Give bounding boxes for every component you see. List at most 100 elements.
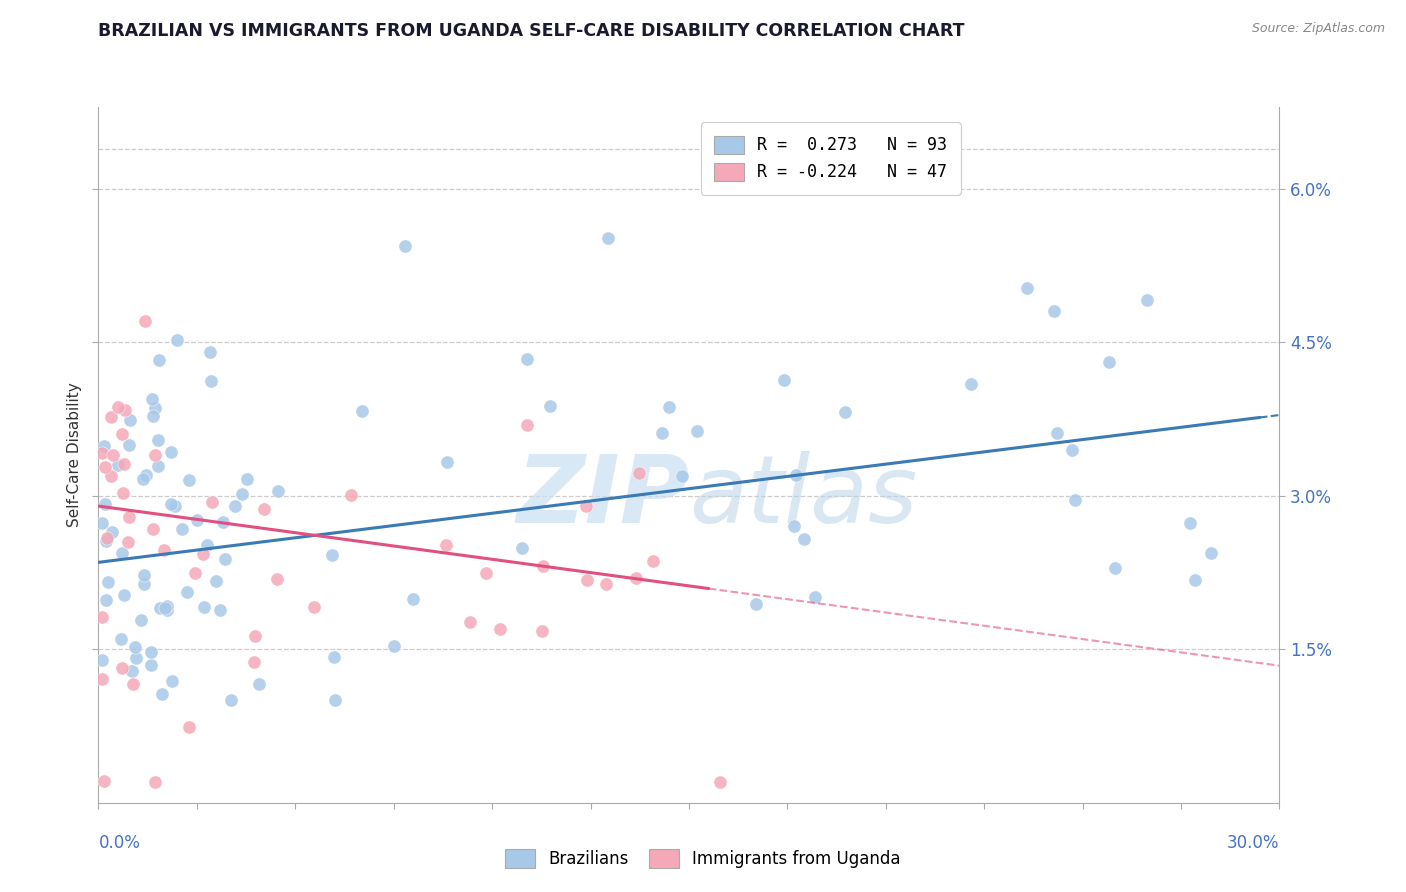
Point [94,533,117,548]
Point [117,534,139,549]
Point [436,455,458,469]
Point [124,651,146,665]
Point [93,439,115,453]
Point [302,599,325,614]
Point [201,495,224,509]
Point [186,513,208,527]
Point [193,547,215,561]
Point [166,334,188,348]
Point [323,650,346,665]
Point [515,351,537,366]
Point [793,532,815,546]
Point [193,600,215,615]
Point [100,410,122,425]
Point [321,548,343,562]
Point [224,500,246,514]
Point [804,590,827,604]
Point [641,554,664,568]
Text: BRAZILIAN VS IMMIGRANTS FROM UGANDA SELF-CARE DISABILITY CORRELATION CHART: BRAZILIAN VS IMMIGRANTS FROM UGANDA SELF… [98,22,965,40]
Point [1199,546,1222,560]
Point [139,657,162,672]
Point [236,472,259,486]
Point [212,515,235,529]
Point [538,399,561,413]
Point [149,600,172,615]
Point [340,488,363,502]
Point [772,373,794,387]
Point [146,433,169,447]
Point [1064,493,1087,508]
Point [111,546,134,560]
Y-axis label: Self-Care Disability: Self-Care Disability [66,383,82,527]
Text: 0.0%: 0.0% [98,834,141,852]
Legend: R =  0.273   N = 93, R = -0.224   N = 47: R = 0.273 N = 93, R = -0.224 N = 47 [700,122,960,194]
Point [132,472,155,486]
Point [135,468,157,483]
Point [134,313,156,327]
Point [97,574,120,589]
Point [120,412,142,426]
Point [93,773,115,788]
Point [627,466,650,480]
Text: 30.0%: 30.0% [1227,834,1279,852]
Point [153,601,176,615]
Point [118,438,141,452]
Point [107,401,129,415]
Point [91,609,114,624]
Point [101,448,124,462]
Point [195,538,218,552]
Point [243,655,266,669]
Point [394,239,416,253]
Point [1178,516,1201,531]
Point [96,592,118,607]
Point [150,687,173,701]
Point [110,632,132,647]
Point [214,551,236,566]
Point [117,510,139,524]
Point [121,665,143,679]
Point [575,500,598,514]
Point [658,401,681,415]
Point [243,629,266,643]
Point [231,487,253,501]
Point [200,345,222,359]
Point [350,404,373,418]
Point [1184,573,1206,587]
Point [107,458,129,473]
Point [247,677,270,691]
Point [124,640,146,655]
Point [184,566,207,581]
Point [671,469,693,483]
Point [626,571,648,585]
Point [91,673,114,687]
Point [200,375,222,389]
Point [785,467,807,482]
Point [1104,561,1126,575]
Point [474,566,496,581]
Point [91,516,114,530]
Point [323,693,346,707]
Point [834,405,856,419]
Point [91,445,114,459]
Point [651,426,673,441]
Point [960,377,983,392]
Point [94,459,117,474]
Point [156,599,179,613]
Point [142,409,165,423]
Point [382,639,405,653]
Point [1136,293,1159,307]
Point [266,483,288,498]
Point [596,231,619,245]
Point [121,677,143,691]
Point [111,486,134,500]
Point [134,576,156,591]
Point [434,538,457,552]
Point [112,588,135,602]
Text: ZIP: ZIP [516,450,689,542]
Point [253,501,276,516]
Point [111,661,134,675]
Point [132,568,155,582]
Point [114,403,136,417]
Point [141,644,163,658]
Point [101,525,124,540]
